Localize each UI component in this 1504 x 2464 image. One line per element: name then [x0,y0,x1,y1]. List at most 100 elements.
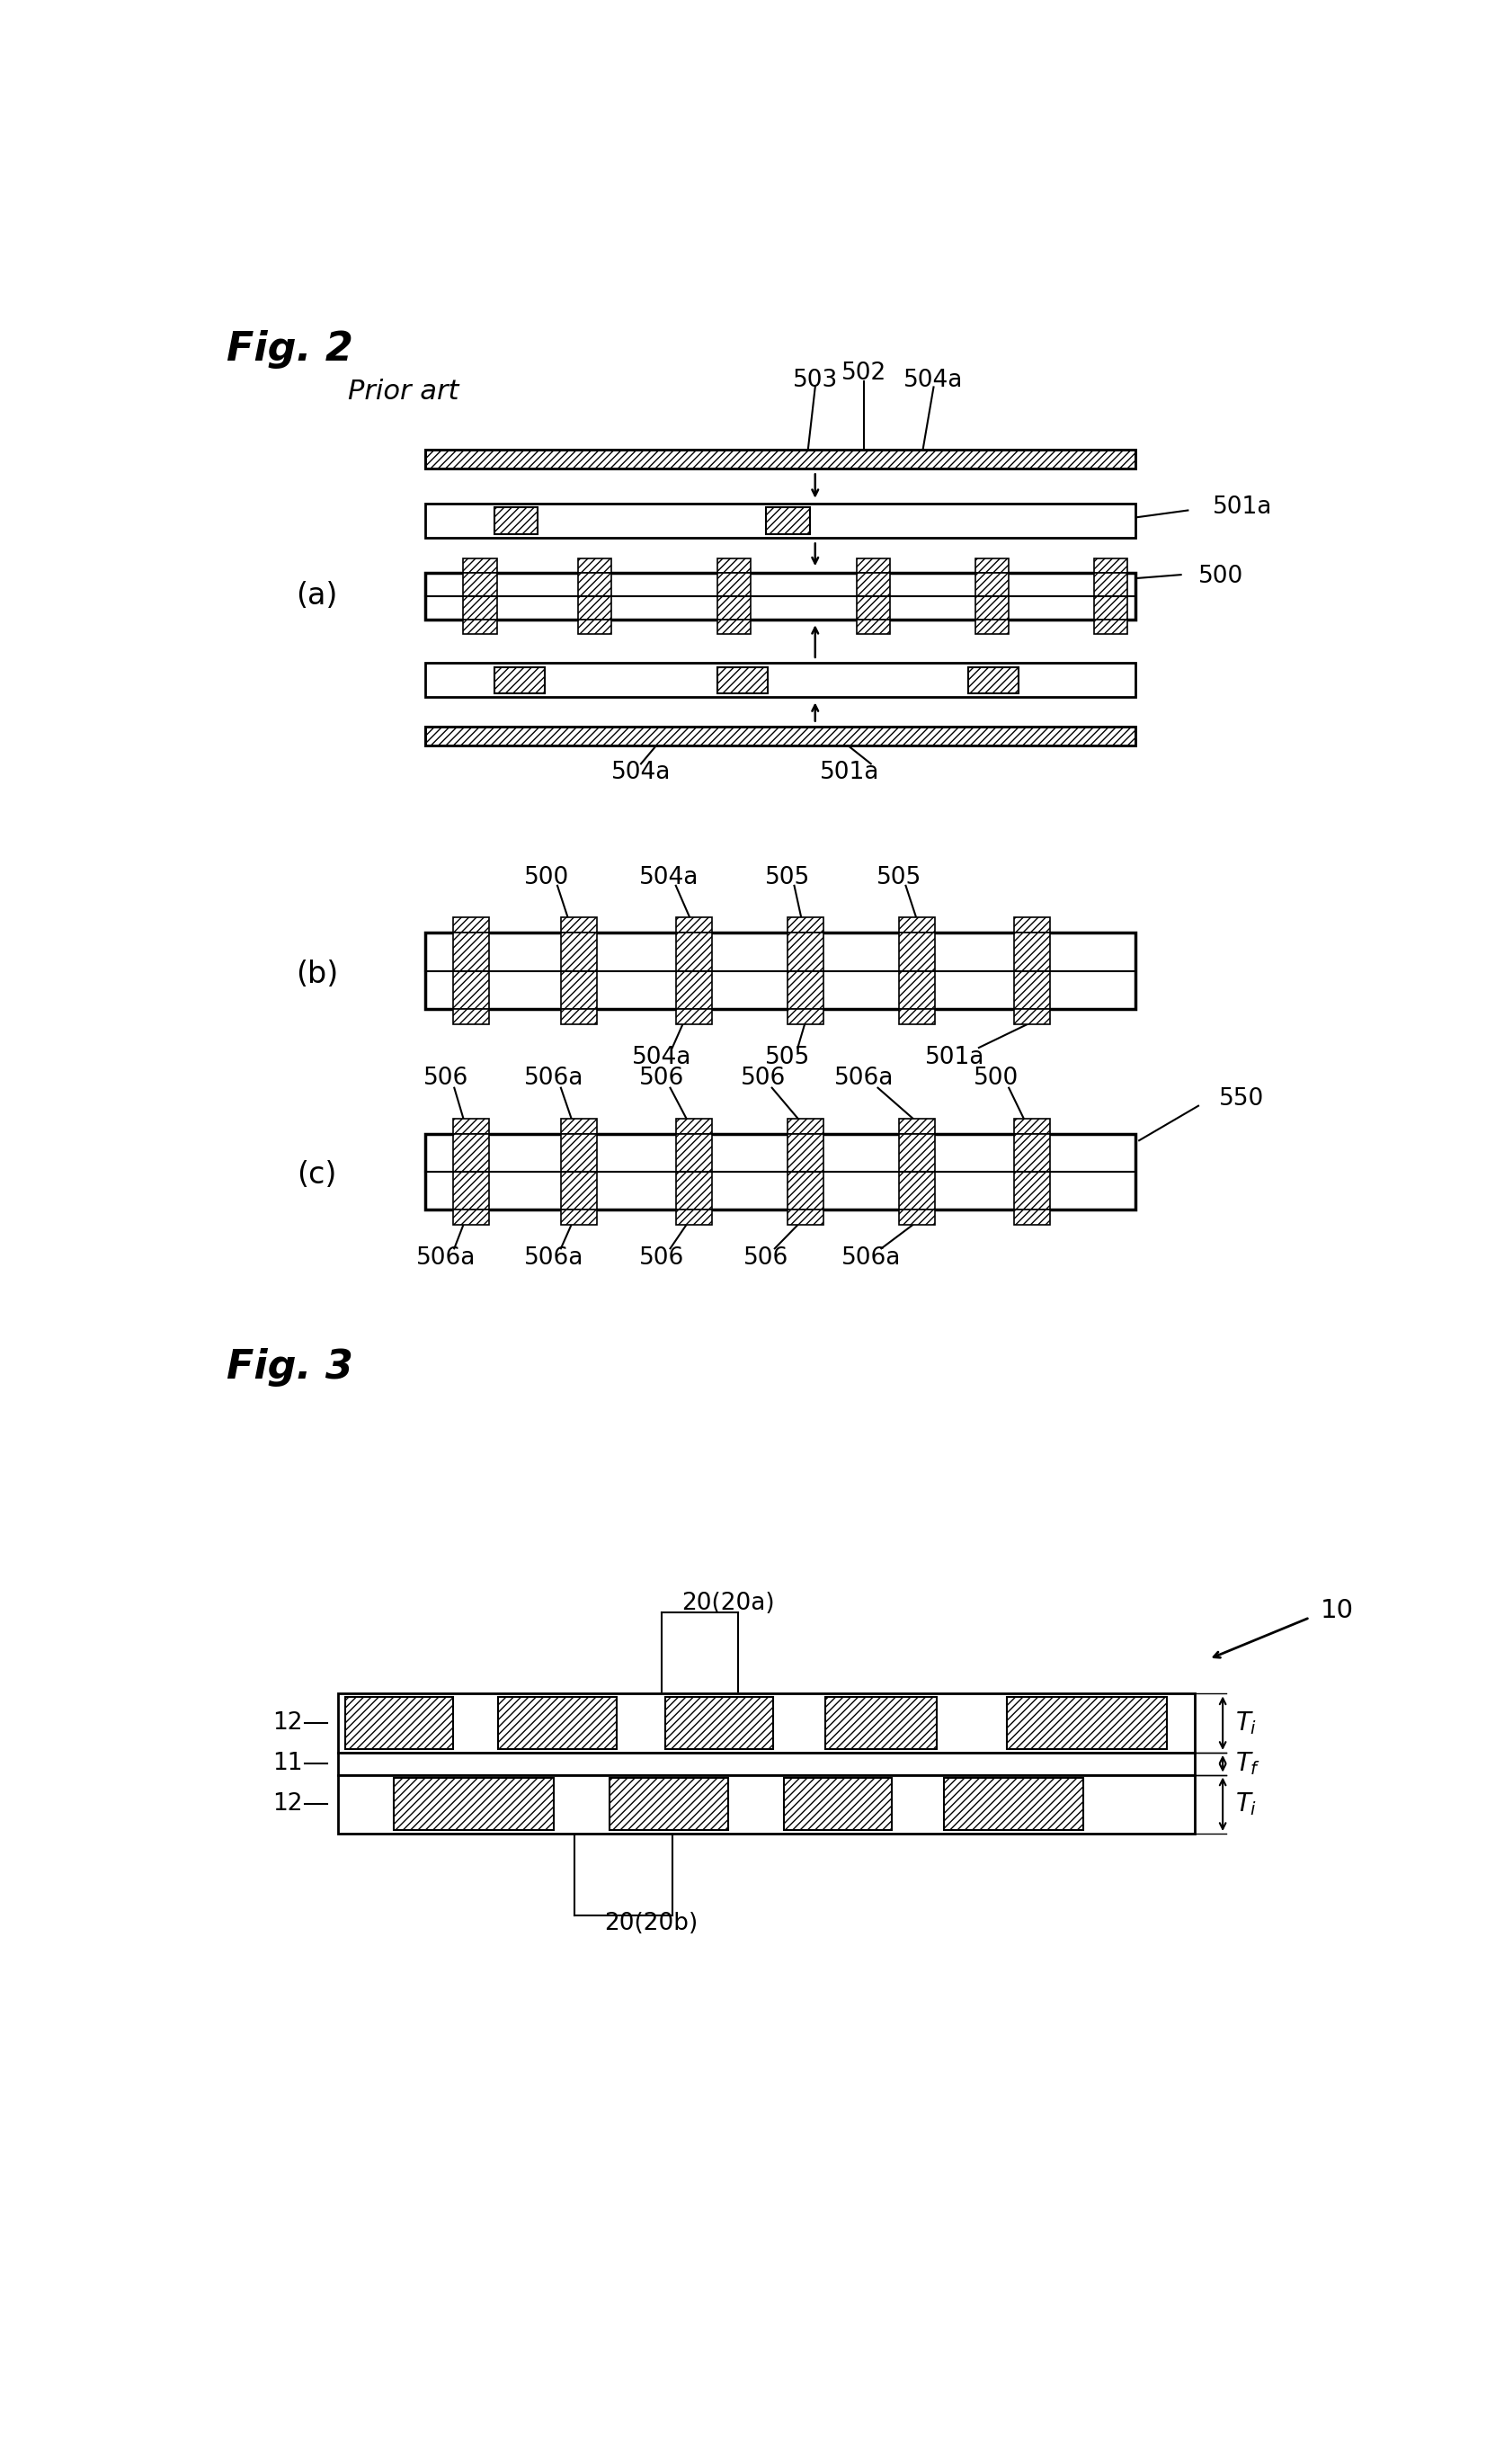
Text: 500: 500 [1197,564,1242,589]
Text: 506a: 506a [833,1067,893,1089]
Bar [787,1170,823,1210]
Bar [561,971,597,1008]
Bar [424,934,1136,1008]
Bar [675,1008,711,1025]
Bar [675,1170,711,1210]
Text: 502: 502 [841,362,886,384]
Text: (a): (a) [296,582,337,611]
Bar [424,572,1136,621]
Bar [561,1133,597,1170]
Text: 12: 12 [272,1791,302,1816]
Bar [1093,621,1126,633]
Bar [975,572,1008,596]
Text: 504a: 504a [904,370,963,392]
Text: 20(20a): 20(20a) [681,1592,775,1616]
Bar [453,1170,489,1210]
Bar [675,1133,711,1170]
Text: (b): (b) [296,958,338,988]
Bar [344,1698,453,1749]
Text: 505: 505 [764,865,809,890]
Bar [495,508,537,535]
Bar [717,668,767,692]
Text: 504a: 504a [632,1045,692,1069]
Bar [338,1752,1194,1774]
Bar [463,596,496,621]
Bar [578,621,611,633]
Bar [1014,971,1050,1008]
Bar [898,917,934,934]
Text: 501a: 501a [923,1045,984,1069]
Text: 12: 12 [272,1712,302,1735]
Bar [787,1008,823,1025]
Bar [665,1698,773,1749]
Bar [424,503,1136,537]
Text: 503: 503 [793,370,838,392]
Bar [453,917,489,934]
Bar [609,1779,728,1831]
Bar [424,1133,1136,1210]
Text: 506: 506 [743,1247,788,1269]
Text: 11: 11 [272,1752,302,1777]
Bar [578,572,611,596]
Text: 550: 550 [1218,1087,1263,1111]
Bar [1014,917,1050,934]
Bar [1014,1133,1050,1170]
Bar [424,727,1136,747]
Bar [578,596,611,621]
Bar [675,917,711,934]
Bar [424,727,1136,747]
Text: 500: 500 [523,865,569,890]
Bar [424,448,1136,468]
Bar [338,1693,1194,1752]
Bar [675,971,711,1008]
Bar [717,572,750,596]
Bar [856,559,890,572]
Bar [784,1779,892,1831]
Text: 506a: 506a [415,1247,475,1269]
Text: 506a: 506a [523,1067,584,1089]
Bar [787,934,823,971]
Text: 506: 506 [639,1067,684,1089]
Bar [1014,1170,1050,1210]
Bar [787,1119,823,1133]
Text: $T_f$: $T_f$ [1235,1749,1260,1777]
Bar [453,1133,489,1170]
Bar [898,1119,934,1133]
Bar [463,559,496,572]
Bar [1006,1698,1166,1749]
Text: 501a: 501a [1212,495,1271,517]
Bar [787,917,823,934]
Bar [453,1008,489,1025]
Text: 505: 505 [764,1045,809,1069]
Text: Fig. 3: Fig. 3 [226,1348,353,1387]
Bar [787,1133,823,1170]
Text: (c): (c) [296,1161,337,1190]
Bar [561,934,597,971]
Bar [717,596,750,621]
Bar [394,1779,553,1831]
Bar [856,621,890,633]
Bar [717,559,750,572]
Bar [453,1210,489,1225]
Bar [898,934,934,971]
Bar [856,572,890,596]
Text: 500: 500 [973,1067,1018,1089]
Bar [898,1008,934,1025]
Bar [1014,1008,1050,1025]
Bar [766,508,809,535]
Bar [1093,559,1126,572]
Bar [453,971,489,1008]
Bar [1014,934,1050,971]
Text: 20(20b): 20(20b) [605,1912,698,1934]
Bar [675,1210,711,1225]
Bar [453,1119,489,1133]
Text: 505: 505 [875,865,920,890]
Bar [578,559,611,572]
Bar [424,663,1136,697]
Text: 504a: 504a [611,761,671,784]
Bar [975,559,1008,572]
Text: 506a: 506a [841,1247,901,1269]
Text: 506: 506 [740,1067,785,1089]
Bar [943,1779,1083,1831]
Text: 10: 10 [1319,1599,1352,1624]
